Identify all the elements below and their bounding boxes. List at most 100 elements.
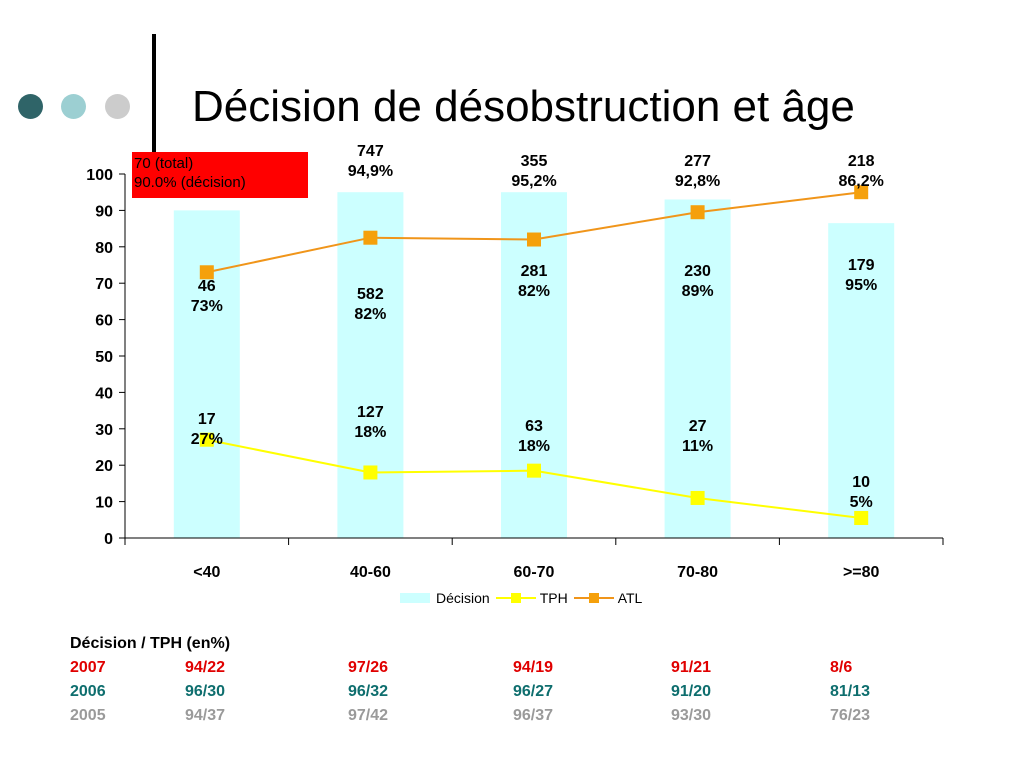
table-cell: 94/22 xyxy=(185,659,226,676)
atl-label: 230 89% xyxy=(653,262,743,302)
y-tick-label: 10 xyxy=(95,495,113,512)
legend-bar-swatch xyxy=(400,593,430,603)
tph-label-percent: 5% xyxy=(849,494,873,511)
atl-label-percent: 89% xyxy=(681,283,714,300)
y-tick-label: 60 xyxy=(95,313,113,330)
atl-point xyxy=(690,205,705,220)
tph-label-count: 17 xyxy=(197,411,216,428)
top-label-percent: 94,9% xyxy=(347,163,394,180)
bar-decision xyxy=(828,223,895,538)
annotation-line1: 70 (total) xyxy=(134,155,194,172)
table-cell: 8/6 xyxy=(830,659,853,676)
x-tick-label: 40-60 xyxy=(350,564,391,581)
table-year: 2005 xyxy=(70,707,106,724)
title-divider xyxy=(152,34,156,152)
x-tick-label: >=80 xyxy=(843,564,880,581)
atl-label: 582 82% xyxy=(325,285,415,325)
legend-tph-swatch xyxy=(495,592,536,604)
x-tick-label: 70-80 xyxy=(677,564,718,581)
dot-grey-icon xyxy=(105,94,130,119)
table-cell: 97/26 xyxy=(348,659,389,676)
tph-label-percent: 18% xyxy=(354,424,387,441)
tph-label-count: 127 xyxy=(357,404,384,421)
tph-point xyxy=(199,432,214,447)
slide-title: Décision de désobstruction et âge xyxy=(192,82,855,131)
table-cell: 93/30 xyxy=(671,707,712,724)
table-cell: 76/23 xyxy=(830,707,871,724)
bar-decision xyxy=(664,199,731,539)
atl-point xyxy=(199,265,214,280)
top-label-count: 277 xyxy=(684,153,711,170)
legend-atl-swatch xyxy=(573,592,614,604)
tph-point xyxy=(854,510,869,525)
table-cell: 97/42 xyxy=(348,707,389,724)
y-tick-label: 20 xyxy=(95,458,113,475)
atl-point xyxy=(854,185,869,200)
x-tick-label: <40 xyxy=(193,564,220,581)
top-label-percent: 92,8% xyxy=(674,173,721,190)
top-label: 277 92,8% xyxy=(653,152,743,192)
decorative-dots xyxy=(18,94,138,120)
tph-label-count: 10 xyxy=(852,474,871,491)
y-tick-label: 0 xyxy=(104,531,113,548)
atl-label-percent: 82% xyxy=(517,283,551,300)
table-cell: 81/13 xyxy=(830,683,871,700)
legend-label-tph: TPH xyxy=(539,590,568,606)
tph-point xyxy=(363,465,378,480)
table-cell: 96/30 xyxy=(185,683,226,700)
atl-label-count: 582 xyxy=(357,286,384,303)
bar-decision xyxy=(337,192,404,538)
atl-label-percent: 82% xyxy=(354,306,387,323)
atl-label: 179 95% xyxy=(816,256,906,296)
yearly-table: Décision / TPH (en%) 2007 94/22 97/26 94/19… xyxy=(70,632,970,728)
table-row: 2006 96/30 96/32 96/27 91/20 81/13 xyxy=(70,680,970,704)
top-label-count: 747 xyxy=(357,143,384,160)
table-year: 2007 xyxy=(70,659,106,676)
legend-item-atl: ATL xyxy=(573,590,643,606)
annotation-line2: 90.0% (décision) xyxy=(134,174,246,191)
legend-label-decision: Décision xyxy=(436,590,490,606)
y-tick-label: 90 xyxy=(95,203,113,220)
y-tick-label: 70 xyxy=(95,276,113,293)
tph-label: 17 27% xyxy=(162,410,252,450)
atl-label-count: 46 xyxy=(197,278,216,295)
atl-label-percent: 95% xyxy=(845,277,878,294)
bar-decision xyxy=(501,192,567,538)
table-cell: 96/27 xyxy=(513,683,554,700)
top-label-percent: 95,2% xyxy=(511,173,557,190)
tph-label-percent: 27% xyxy=(190,431,223,448)
table-row: 2005 94/37 97/42 96/37 93/30 76/23 xyxy=(70,704,970,728)
y-tick-label: 100 xyxy=(86,167,113,184)
top-label: 218 86,2% xyxy=(816,152,906,192)
atl-point xyxy=(363,230,378,245)
dot-teal-icon xyxy=(61,94,86,119)
tph-label: 10 5% xyxy=(816,473,906,513)
legend-label-atl: ATL xyxy=(617,590,643,606)
tph-point xyxy=(690,490,705,505)
legend-item-tph: TPH xyxy=(495,590,568,606)
atl-label-percent: 73% xyxy=(190,298,223,315)
table-cell: 94/19 xyxy=(513,659,554,676)
atl-label-count: 179 xyxy=(847,257,875,274)
table-header: Décision / TPH (en%) xyxy=(70,635,231,652)
tph-label-percent: 11% xyxy=(682,438,714,455)
table-cell: 91/20 xyxy=(671,683,712,700)
bar-decision xyxy=(173,210,240,538)
chart-legend: Décision TPH ATL xyxy=(400,590,648,606)
dot-dark-icon xyxy=(18,94,43,119)
y-tick-label: 40 xyxy=(95,385,113,402)
top-label-count: 218 xyxy=(847,153,875,170)
table-cell: 96/32 xyxy=(348,683,389,700)
tph-label: 63 18% xyxy=(489,417,579,457)
y-tick-label: 50 xyxy=(95,349,113,366)
top-label: 355 95,2% xyxy=(489,152,579,192)
top-label: 747 94,9% xyxy=(325,142,415,182)
atl-point xyxy=(527,232,541,247)
table-cell: 94/37 xyxy=(185,707,226,724)
x-tick-label: 60-70 xyxy=(514,564,555,581)
tph-point xyxy=(527,463,541,478)
atl-label: 281 82% xyxy=(489,262,579,302)
tph-label-count: 27 xyxy=(688,418,707,435)
y-tick-label: 30 xyxy=(95,422,113,439)
legend-item-decision: Décision xyxy=(400,590,490,606)
